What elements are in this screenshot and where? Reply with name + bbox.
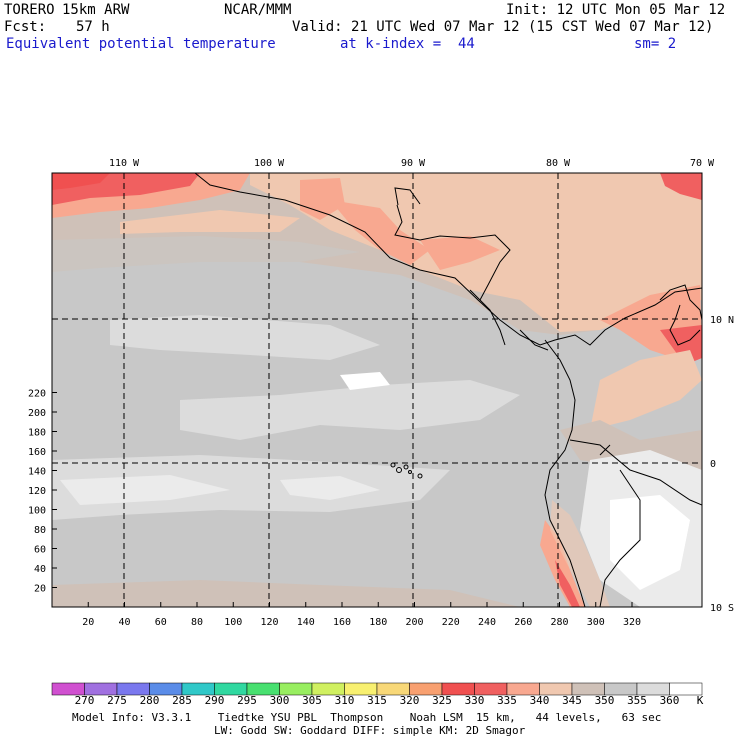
y-tick-label: 200: [28, 408, 46, 419]
y-tick-label: 180: [28, 428, 46, 439]
latitude-labels: 10 N 0 10 S: [710, 315, 734, 614]
y-tick-label: 120: [28, 486, 46, 497]
colorbar-level-label: 295: [237, 694, 257, 707]
colorbar-level-label: 340: [529, 694, 550, 707]
y-tick-label: 140: [28, 467, 46, 478]
smoothing-label: sm= 2: [634, 36, 677, 52]
colorbar-level-label: 275: [107, 694, 127, 707]
colorbar-level-label: 355: [627, 694, 647, 707]
x-tick-label: 120: [260, 617, 278, 628]
colorbar-swatch: [669, 682, 703, 696]
theta-e-field: [52, 173, 702, 607]
x-axis: 20 40 60 80 100 120 140 160 180 200 220 240 260 280 30…: [82, 602, 641, 628]
colorbar-level-label: 360: [659, 694, 680, 707]
y-tick-label: 40: [34, 564, 46, 575]
x-tick-label: 140: [297, 617, 315, 628]
colorbar: [51, 682, 703, 696]
org-label: NCAR/MMM: [224, 2, 292, 18]
x-tick-label: 260: [514, 617, 532, 628]
field-name: Equivalent potential temperature: [6, 36, 276, 52]
longitude-label: 90 W: [401, 158, 426, 169]
colorbar-level-label: 335: [497, 694, 517, 707]
colorbar-level-label: 325: [432, 694, 452, 707]
y-tick-label: 100: [28, 506, 46, 517]
latitude-label: 10 N: [710, 315, 734, 326]
x-tick-label: 240: [478, 617, 496, 628]
coastlines: [194, 173, 702, 607]
x-tick-label: 200: [405, 617, 423, 628]
x-tick-label: 180: [369, 617, 387, 628]
level-label: at k-index = 44: [340, 36, 475, 52]
y-tick-label: 160: [28, 447, 46, 458]
longitude-label: 80 W: [546, 158, 571, 169]
longitude-labels: 110 W 100 W 90 W 80 W 70 W: [109, 158, 715, 169]
valid-time: Valid: 21 UTC Wed 07 Mar 12 (15 CST Wed …: [292, 19, 714, 35]
colorbar-level-label: 290: [204, 694, 225, 707]
x-tick-label: 280: [550, 617, 568, 628]
y-tick-label: 220: [28, 389, 46, 400]
init-time: Init: 12 UTC Mon 05 Mar 12: [506, 2, 726, 18]
y-tick-label: 80: [34, 525, 46, 536]
longitude-label: 110 W: [109, 158, 140, 169]
galapagos-islands: [390, 462, 423, 479]
colorbar-unit: K: [696, 694, 704, 707]
longitude-label: 70 W: [690, 158, 715, 169]
x-tick-label: 300: [587, 617, 605, 628]
x-tick-label: 100: [224, 617, 242, 628]
lat-lon-grid: [52, 173, 702, 607]
model-info-line1: Model Info: V3.3.1 Tiedtke YSU PBL Thomp…: [72, 711, 662, 724]
colorbar-level-label: 345: [562, 694, 582, 707]
colorbar-level-label: 280: [139, 694, 160, 707]
colorbar-level-label: 320: [399, 694, 420, 707]
colorbar-level-label: 350: [594, 694, 615, 707]
latitude-label: 0: [710, 459, 716, 470]
x-tick-label: 320: [623, 617, 641, 628]
colorbar-level-label: 330: [464, 694, 485, 707]
longitude-label: 100 W: [254, 158, 285, 169]
y-tick-label: 20: [34, 584, 46, 595]
x-tick-label: 220: [442, 617, 460, 628]
colorbar-level-label: 315: [367, 694, 387, 707]
colorbar-level-label: 300: [269, 694, 290, 707]
x-tick-label: 40: [118, 617, 130, 628]
x-tick-label: 60: [155, 617, 167, 628]
model-name: TORERO: [4, 2, 55, 18]
y-axis: 220 200 180 160 140 120 100 80 60 40 20: [28, 389, 57, 595]
x-tick-label: 80: [191, 617, 203, 628]
colorbar-level-label: 285: [172, 694, 192, 707]
colorbar-level-label: 310: [334, 694, 355, 707]
y-tick-label: 60: [34, 545, 46, 556]
x-tick-label: 20: [82, 617, 94, 628]
model-resolution: 15km ARW: [62, 2, 130, 18]
model-info-line2: LW: Godd SW: Goddard DIFF: simple KM: 2D…: [214, 724, 526, 737]
latitude-label: 10 S: [710, 603, 734, 614]
forecast-label: Fcst:: [4, 19, 47, 35]
colorbar-level-label: 270: [74, 694, 95, 707]
colorbar-level-label: 305: [302, 694, 322, 707]
map-plot: 220 200 180 160 140 120 100 80 60 40 20 20 40 60 80 10…: [28, 158, 734, 628]
x-tick-label: 160: [333, 617, 351, 628]
map-frame: [51, 172, 703, 608]
forecast-hour: 57 h: [76, 19, 110, 35]
